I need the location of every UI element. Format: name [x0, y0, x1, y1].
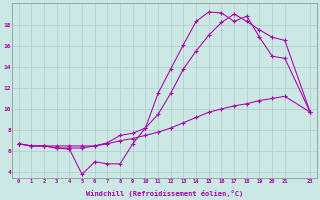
X-axis label: Windchill (Refroidissement éolien,°C): Windchill (Refroidissement éolien,°C)	[86, 190, 243, 197]
